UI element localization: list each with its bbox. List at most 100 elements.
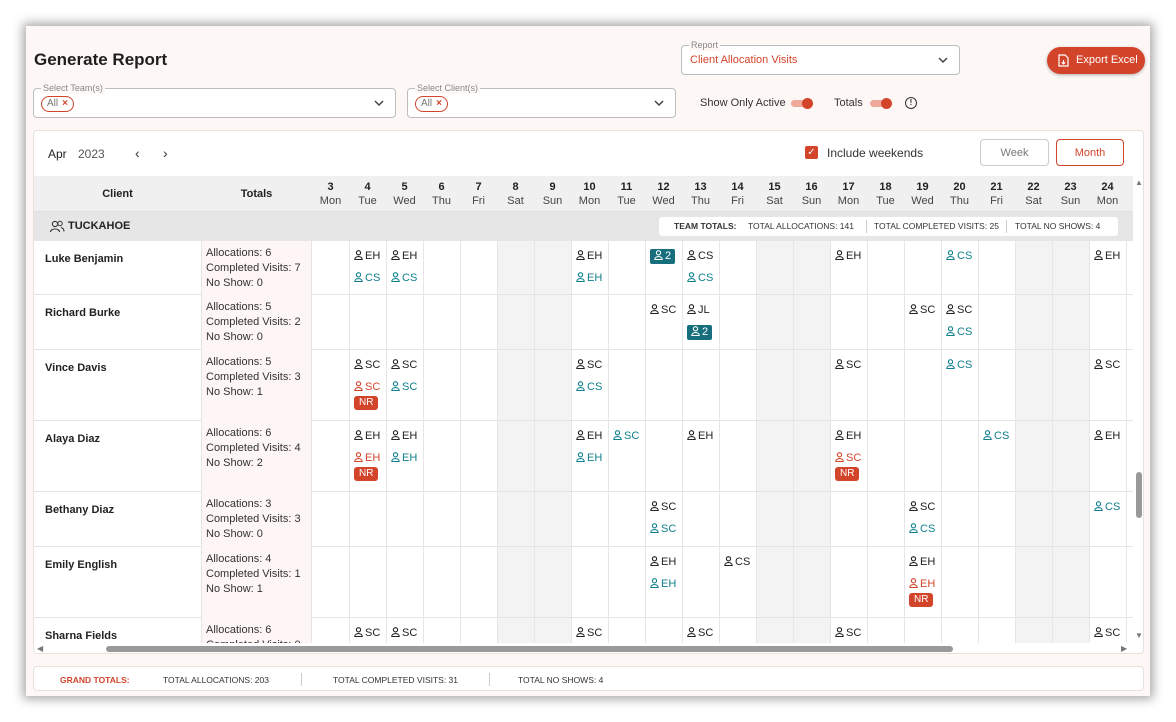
staff-initials: SC — [1105, 627, 1121, 639]
scroll-left-icon[interactable]: ◀ — [37, 644, 44, 653]
staff-allocation[interactable]: SC — [354, 626, 380, 640]
day-header: 22 Sat — [1015, 176, 1052, 212]
report-select[interactable]: Report Client Allocation Visits — [681, 39, 960, 75]
client-name[interactable]: Bethany Diaz — [45, 504, 115, 516]
remove-chip-icon[interactable]: × — [62, 98, 68, 109]
multi-staff-badge[interactable]: 2 — [687, 325, 713, 340]
client-select[interactable]: Select Client(s) All × — [407, 82, 676, 118]
staff-allocation[interactable]: CS — [946, 358, 972, 372]
include-weekends-checkbox[interactable]: ✓ — [805, 146, 818, 159]
staff-allocation[interactable]: SC — [391, 380, 417, 394]
staff-allocation[interactable]: JL — [687, 303, 710, 317]
staff-allocation[interactable]: SC — [391, 358, 417, 372]
chevron-right-icon[interactable]: › — [163, 145, 168, 161]
staff-allocation[interactable]: SC — [650, 500, 676, 514]
staff-allocation[interactable]: EH — [835, 249, 861, 263]
chevron-left-icon[interactable]: ‹ — [135, 145, 140, 161]
scroll-right-icon[interactable]: ▶ — [1121, 644, 1128, 653]
show-only-active-toggle[interactable] — [791, 98, 813, 109]
info-icon[interactable]: ! — [905, 97, 917, 109]
staff-allocation[interactable]: EH — [354, 429, 380, 443]
staff-allocation[interactable]: SC — [391, 626, 417, 640]
staff-allocation[interactable]: SC — [576, 626, 602, 640]
staff-allocation[interactable]: EH — [391, 429, 417, 443]
team-select[interactable]: Select Team(s) All × — [33, 82, 396, 118]
column-divider — [349, 295, 350, 350]
staff-allocation[interactable]: SC — [835, 358, 861, 372]
client-name[interactable]: Vince Davis — [45, 362, 107, 374]
client-name[interactable]: Emily English — [45, 559, 118, 571]
staff-allocation[interactable]: EH — [576, 451, 602, 465]
staff-allocation[interactable]: EH — [650, 577, 676, 591]
staff-allocation[interactable]: CS — [946, 325, 972, 339]
staff-allocation[interactable]: SC — [835, 626, 861, 640]
totals-toggle[interactable] — [870, 98, 892, 109]
staff-allocation[interactable]: EH — [391, 451, 417, 465]
staff-allocation[interactable]: CS — [946, 249, 972, 263]
column-divider — [460, 547, 461, 618]
staff-allocation[interactable]: EH — [576, 429, 602, 443]
staff-allocation[interactable]: SC — [946, 303, 972, 317]
scroll-up-icon[interactable]: ▲ — [1135, 178, 1143, 187]
client-column-header: Client — [102, 188, 133, 200]
multi-staff-badge[interactable]: 2 — [650, 249, 676, 264]
client-name[interactable]: Richard Burke — [45, 307, 121, 319]
client-name[interactable]: Alaya Diaz — [45, 433, 101, 445]
staff-allocation[interactable]: EH — [687, 429, 713, 443]
totals-line: Completed Visits: 7 — [206, 262, 301, 274]
staff-allocation[interactable]: CS — [1094, 500, 1120, 514]
day-name: Thu — [691, 195, 710, 207]
staff-initials: EH — [920, 578, 936, 590]
column-divider — [978, 241, 979, 295]
staff-allocation[interactable]: EH — [909, 577, 935, 591]
vertical-scrollbar[interactable]: ▲ ▼ — [1133, 176, 1143, 643]
staff-allocation[interactable]: SC — [835, 451, 861, 465]
column-divider — [645, 492, 646, 547]
staff-allocation[interactable]: CS — [687, 249, 713, 263]
staff-allocation[interactable]: CS — [909, 522, 935, 536]
staff-allocation[interactable]: CS — [687, 271, 713, 285]
staff-allocation[interactable]: SC — [354, 380, 380, 394]
staff-allocation[interactable]: SC — [1094, 626, 1120, 640]
staff-allocation[interactable]: CS — [354, 271, 380, 285]
week-view-button[interactable]: Week — [980, 139, 1049, 166]
day-number: 23 — [1064, 181, 1077, 193]
staff-allocation[interactable]: SC — [576, 358, 602, 372]
staff-allocation[interactable]: CS — [391, 271, 417, 285]
staff-allocation[interactable]: EH — [354, 249, 380, 263]
staff-allocation[interactable]: SC — [354, 358, 380, 372]
remove-chip-icon[interactable]: × — [436, 98, 442, 109]
staff-allocation[interactable]: EH — [354, 451, 380, 465]
staff-allocation[interactable]: SC — [650, 522, 676, 536]
team-chip[interactable]: All × — [41, 96, 74, 112]
staff-allocation[interactable]: CS — [983, 429, 1009, 443]
horizontal-scroll-thumb[interactable] — [106, 646, 953, 652]
staff-allocation[interactable]: EH — [1094, 249, 1120, 263]
column-divider — [793, 241, 794, 295]
staff-allocation[interactable]: SC — [909, 303, 935, 317]
staff-allocation[interactable]: EH — [576, 271, 602, 285]
staff-allocation[interactable]: SC — [613, 429, 639, 443]
staff-allocation[interactable]: EH — [391, 249, 417, 263]
staff-allocation[interactable]: SC — [687, 626, 713, 640]
staff-initials: EH — [846, 430, 862, 442]
staff-allocation[interactable]: CS — [576, 380, 602, 394]
client-chip[interactable]: All × — [415, 96, 448, 112]
staff-allocation[interactable]: EH — [576, 249, 602, 263]
export-excel-button[interactable]: Export Excel — [1047, 47, 1145, 74]
staff-allocation[interactable]: SC — [909, 500, 935, 514]
client-name[interactable]: Sharna Fields — [45, 630, 118, 642]
staff-allocation[interactable]: EH — [835, 429, 861, 443]
staff-allocation[interactable]: SC — [1094, 358, 1120, 372]
column-divider — [571, 295, 572, 350]
staff-allocation[interactable]: CS — [724, 555, 750, 569]
scroll-down-icon[interactable]: ▼ — [1135, 631, 1143, 640]
vertical-scroll-thumb[interactable] — [1136, 472, 1142, 518]
horizontal-scrollbar[interactable]: ◀ ▶ — [34, 643, 1133, 653]
staff-allocation[interactable]: EH — [1094, 429, 1120, 443]
staff-allocation[interactable]: EH — [650, 555, 676, 569]
client-name[interactable]: Luke Benjamin — [45, 253, 124, 265]
month-view-button[interactable]: Month — [1056, 139, 1124, 166]
staff-allocation[interactable]: SC — [650, 303, 676, 317]
staff-allocation[interactable]: EH — [909, 555, 935, 569]
